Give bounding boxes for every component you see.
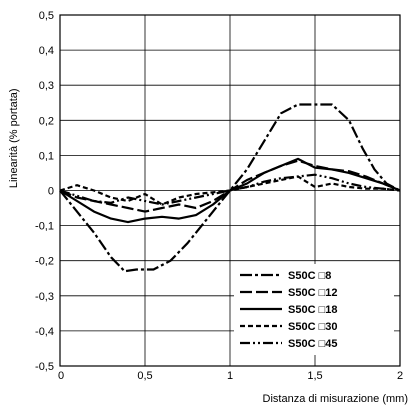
legend-label-3: S50C □18 [288,304,337,316]
x-axis: 0 0,5 1 1,5 2 [58,370,403,382]
y-tick-label: -0,4 [35,326,54,338]
y-axis-label: Linearità (% portata) [8,88,20,188]
x-tick-label: 1,5 [307,370,322,382]
y-tick-label: 0,3 [39,80,54,92]
y-tick-label: 0,5 [39,10,54,22]
x-tick-label: 1 [227,370,233,382]
x-axis-label: Distanza di misurazione (mm) [263,393,408,405]
x-tick-label: 2 [397,370,403,382]
legend-label-2: S50C □12 [288,287,337,299]
legend-label-1: S50C □8 [288,270,331,282]
x-tick-label: 0 [58,370,64,382]
y-axis: 0,5 0,4 0,3 0,2 0,1 0 -0,1 -0,2 -0,3 -0,4 -0,5 [35,10,54,373]
y-tick-label: -0,1 [35,221,54,233]
legend-label-5: S50C □45 [288,338,337,350]
series-line-5 [59,173,401,206]
y-tick-label: -0,5 [35,361,54,373]
y-tick-label: 0 [48,186,54,198]
legend-label-4: S50C □30 [288,321,337,333]
y-tick-label: 0,1 [39,150,54,162]
y-tick-label: -0,2 [35,256,54,268]
y-tick-label: 0,4 [39,45,54,57]
y-tick-label: 0,2 [39,115,54,127]
series-lines [59,103,401,273]
x-tick-label: 0,5 [137,370,152,382]
series-line-1 [59,103,401,273]
y-tick-label: -0,3 [35,291,54,303]
legend: S50C □8 S50C □12 S50C □18 S50C □30 S50C □45 [234,264,394,355]
